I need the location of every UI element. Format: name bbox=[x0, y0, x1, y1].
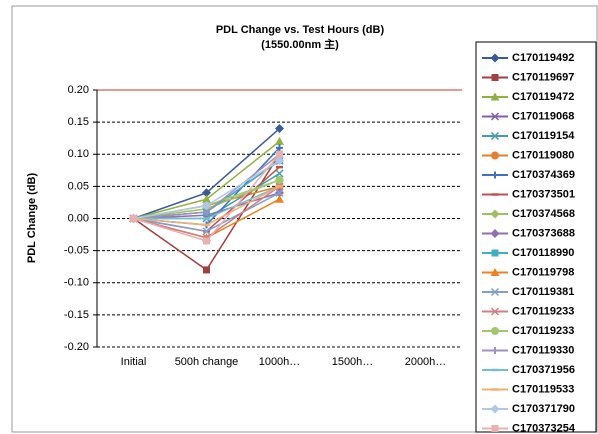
data-point bbox=[202, 201, 211, 211]
legend-label: C170119068 bbox=[512, 110, 574, 122]
legend-marker bbox=[490, 287, 500, 297]
chart-subtitle: (1550.00nm 主) bbox=[261, 37, 339, 51]
data-point bbox=[276, 144, 283, 152]
legend-label: C170119154 bbox=[512, 130, 575, 142]
legend-marker bbox=[490, 268, 500, 276]
legend-marker bbox=[490, 209, 500, 219]
x-tick-label: 2000h… bbox=[405, 356, 447, 368]
legend-marker bbox=[491, 425, 499, 432]
y-tick-label: -0.20 bbox=[64, 341, 89, 353]
data-point bbox=[275, 136, 284, 145]
legend-label: C170371956 bbox=[512, 364, 575, 376]
legend-label: C170119472 bbox=[512, 91, 574, 103]
data-point bbox=[275, 175, 284, 184]
data-point bbox=[275, 194, 284, 203]
legend-marker bbox=[491, 151, 499, 160]
legend-label: C170371790 bbox=[512, 403, 575, 415]
x-tick-label: Initial bbox=[121, 356, 147, 368]
legend-label: C170374369 bbox=[512, 169, 575, 181]
data-point bbox=[130, 215, 137, 222]
legend-label: C170373501 bbox=[512, 188, 575, 200]
x-tick-label: 1500h… bbox=[332, 356, 374, 368]
legend-marker bbox=[490, 92, 500, 101]
legend-label: C170118990 bbox=[512, 247, 574, 259]
data-point bbox=[276, 150, 283, 158]
data-point bbox=[275, 169, 284, 178]
legend-marker bbox=[491, 327, 499, 335]
legend-label: C170119492 bbox=[512, 52, 574, 64]
data-point bbox=[202, 227, 211, 236]
y-axis-label: PDL Change (dB) bbox=[26, 173, 38, 264]
legend-label: C170119330 bbox=[512, 344, 574, 356]
legend-marker bbox=[491, 171, 499, 179]
legend-marker bbox=[490, 307, 500, 316]
legend-marker bbox=[491, 249, 499, 257]
data-point bbox=[202, 194, 211, 203]
legend-label: C170119533 bbox=[512, 383, 574, 395]
y-tick-label: -0.15 bbox=[64, 309, 89, 321]
legend-marker bbox=[490, 53, 500, 63]
data-point bbox=[203, 266, 210, 274]
y-tick-label: 0.15 bbox=[68, 116, 89, 128]
y-tick-label: 0.20 bbox=[68, 84, 89, 96]
legend-label: C170373688 bbox=[512, 227, 575, 239]
data-point bbox=[275, 124, 284, 134]
x-tick-label: 1000h… bbox=[259, 356, 301, 368]
y-tick-label: 0.00 bbox=[68, 212, 89, 224]
legend-marker bbox=[491, 347, 499, 354]
legend-label: C170119233 bbox=[512, 325, 574, 337]
legend-label: C170374568 bbox=[512, 208, 575, 220]
y-tick-label: 0.10 bbox=[68, 148, 89, 160]
legend-marker bbox=[490, 404, 500, 414]
data-point bbox=[275, 156, 284, 166]
legend-marker bbox=[491, 74, 499, 81]
legend-marker bbox=[490, 131, 500, 141]
data-point bbox=[203, 237, 210, 245]
data-point bbox=[275, 188, 284, 197]
y-tick-label: -0.05 bbox=[64, 245, 89, 257]
x-tick-label: 500h change bbox=[175, 356, 239, 368]
y-tick-label: -0.10 bbox=[64, 277, 89, 289]
data-point bbox=[202, 188, 211, 198]
legend-marker bbox=[490, 229, 500, 238]
legend-label: C170119798 bbox=[512, 266, 574, 278]
chart-title: PDL Change vs. Test Hours (dB) bbox=[216, 24, 385, 36]
legend-label: C170119697 bbox=[512, 71, 574, 83]
legend-marker bbox=[490, 112, 500, 121]
legend-label: C170119233 bbox=[512, 305, 574, 317]
legend-label: C170119080 bbox=[512, 149, 574, 161]
legend-label: C170373254 bbox=[512, 422, 576, 434]
y-tick-label: 0.05 bbox=[68, 180, 89, 192]
legend-label: C170119381 bbox=[512, 286, 574, 298]
